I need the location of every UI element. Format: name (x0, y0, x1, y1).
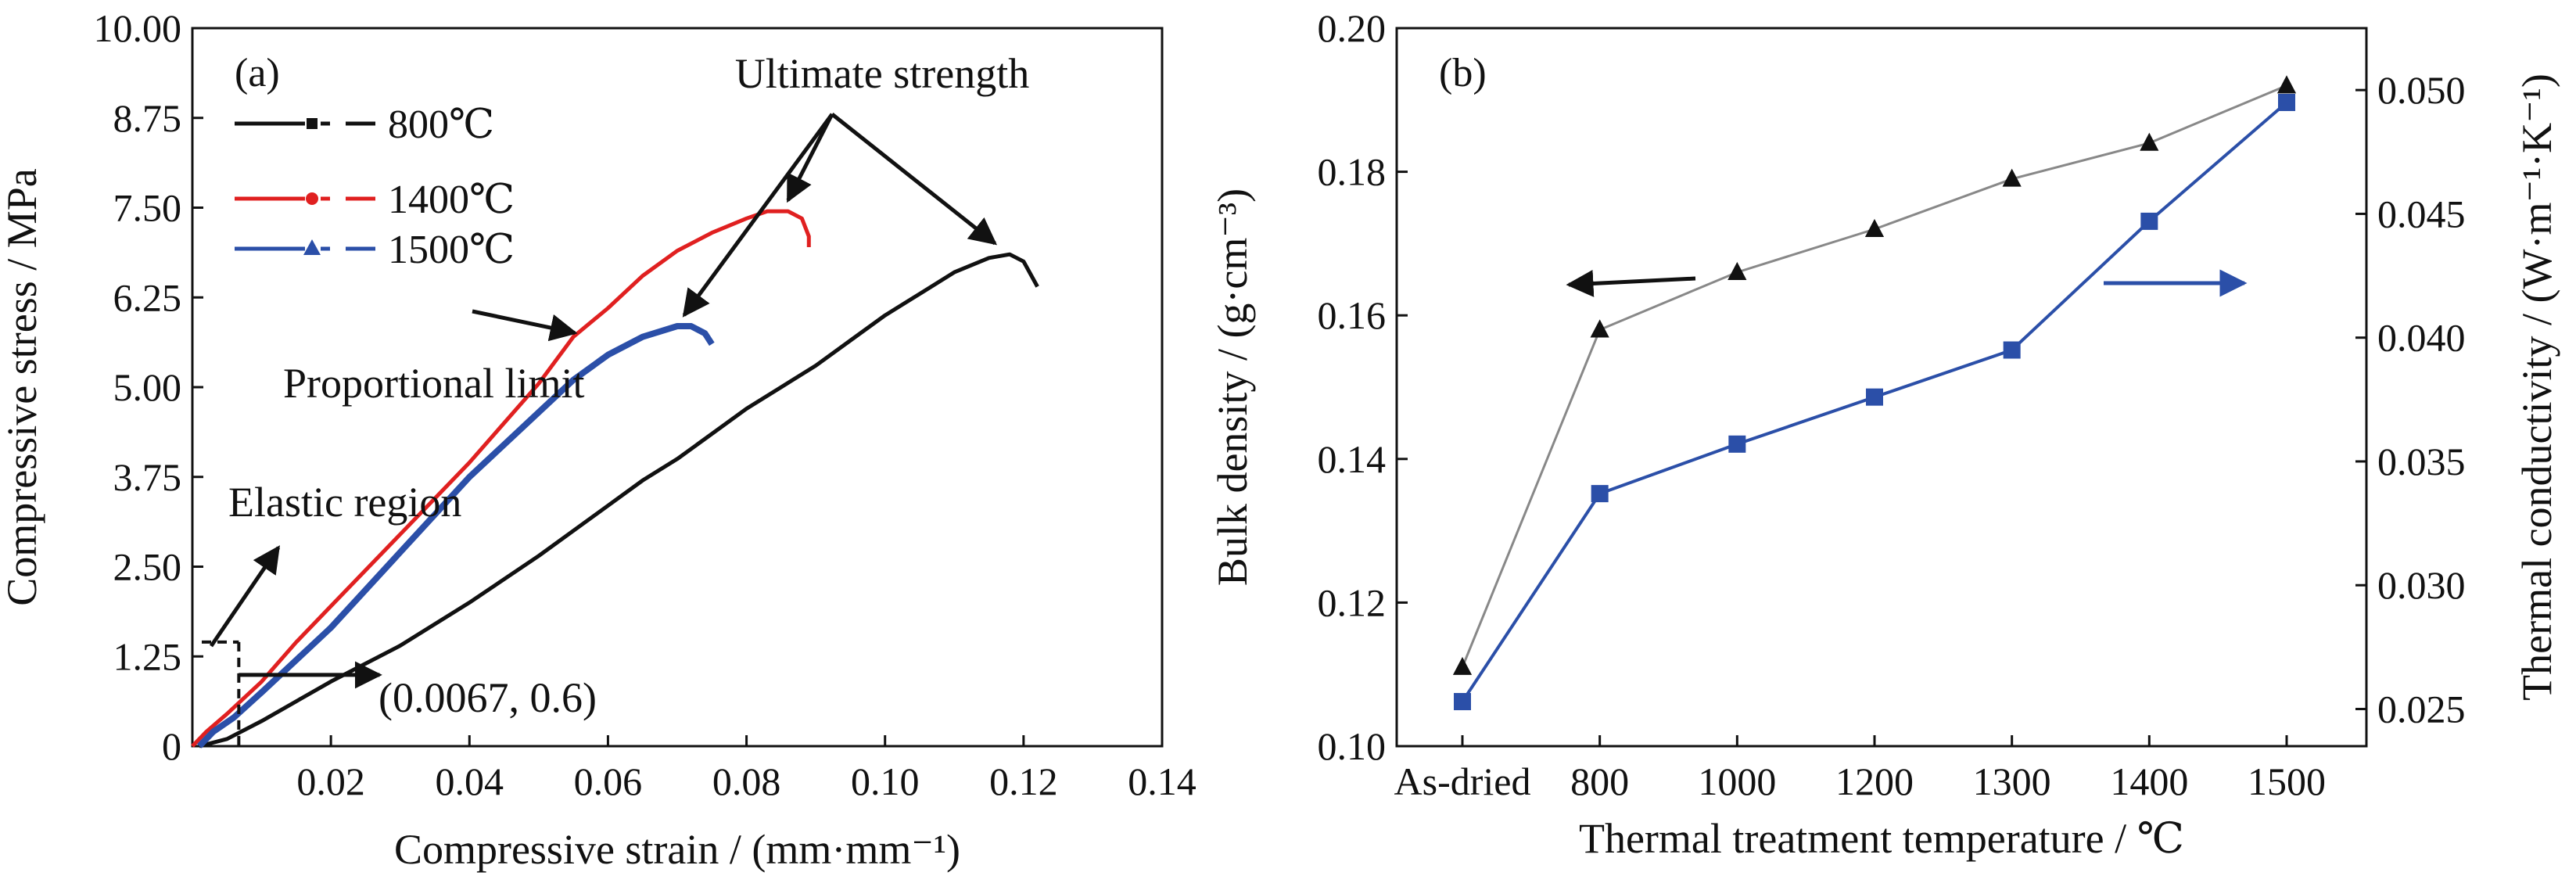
y-tick-label-b-left: 0.16 (1318, 293, 1387, 337)
ultimate-strength-arrow (831, 113, 998, 246)
annotation-ultimate-strength: Ultimate strength (735, 50, 1029, 97)
x-tick-label-b: 1400 (2110, 759, 2188, 803)
y-tick-label-b-left: 0.20 (1318, 6, 1387, 50)
annotation-proportional-limit: Proportional limit (283, 360, 585, 407)
data-point-b-1 (1728, 435, 1746, 453)
x-tick-label-b: 1300 (1973, 759, 2051, 803)
elastic-region-arrow (209, 545, 281, 648)
data-point-b-1 (1591, 485, 1609, 503)
y-tick-label-a: 5.00 (113, 365, 182, 409)
y-tick-label-a: 6.25 (113, 275, 182, 319)
y-tick-label-b-right: 0.040 (2377, 316, 2466, 360)
x-tick-label-a: 0.10 (851, 759, 920, 803)
y-tick-label-a: 10.00 (94, 6, 182, 50)
panel-a: 0.02 0.04 0.06 0.08 0.10 0.12 0.14 0 1.25 2.50 3.7… (0, 6, 1197, 873)
legend-a: 800℃ 1400℃ 1500℃ (235, 102, 515, 272)
x-tick-label-a: 0.04 (436, 759, 504, 803)
x-tick-label-a: 0.06 (574, 759, 643, 803)
data-point-b-0 (1590, 319, 1609, 338)
data-point-b-1 (1454, 693, 1471, 711)
y-tick-label-a: 7.50 (113, 186, 182, 230)
x-tick-label-a: 0.14 (1128, 759, 1197, 803)
plot-b-frame (1395, 27, 2368, 748)
y-tick-label-b-left: 0.18 (1318, 150, 1387, 194)
proportional-limit-arrow (472, 309, 578, 342)
panel-label-b: (b) (1439, 51, 1487, 95)
panel-label-a: (a) (235, 51, 280, 95)
x-tick-label-b: 1200 (1835, 759, 1914, 803)
series-indicator-arrows (1566, 269, 2248, 297)
annotation-elastic-region: Elastic region (228, 479, 461, 526)
ultimate-strength-arrow (682, 113, 834, 318)
y-tick-label-a: 8.75 (113, 96, 182, 140)
legend-label-1400: 1400℃ (388, 178, 515, 222)
y-tick-label-a: 1.25 (113, 634, 182, 678)
series-line-a-0 (199, 252, 1039, 749)
data-point-b-1 (2278, 93, 2295, 111)
panel-b: As-dried 800 1000 1200 1300 1400 1500 0.10 0.12 0… (1209, 6, 2560, 862)
data-point-b-1 (2140, 212, 2158, 230)
legend-label-1500: 1500℃ (388, 228, 515, 272)
data-point-b-0 (2140, 132, 2159, 151)
y-tick-label-a: 0 (162, 724, 181, 768)
data-point-b-0 (1864, 218, 1885, 237)
y-tick-label-b-right: 0.030 (2377, 563, 2466, 607)
legend-item-800: 800℃ (235, 102, 494, 147)
data-point-b-0 (1727, 261, 1747, 281)
y-tick-label-b-right: 0.025 (2377, 688, 2466, 731)
x-tick-label-b: 800 (1570, 759, 1629, 803)
data-point-b-1 (1866, 388, 1883, 406)
x-axis-title-a: Compressive strain / (mm·mm⁻¹) (394, 826, 960, 873)
series-line-a-2 (197, 323, 715, 749)
x-tick-label-b: 1000 (1698, 759, 1776, 803)
y-axis-title-b-left: Bulk density / (g·cm⁻³) (1209, 188, 1256, 586)
x-tick-label-b: As-dried (1394, 759, 1531, 803)
legend-item-1500: 1500℃ (235, 228, 515, 272)
y-axis-title-b-right: Thermal conductivity / (W·m⁻¹·K⁻¹) (2513, 74, 2560, 701)
ultimate-strength-arrow (786, 113, 834, 203)
x-tick-label-b: 1500 (2248, 759, 2326, 803)
y-tick-label-b-left: 0.10 (1318, 724, 1387, 768)
data-point-b-0 (1452, 656, 1473, 675)
data-point-b-0 (2002, 168, 2022, 187)
x-tick-label-a: 0.12 (989, 759, 1058, 803)
x-tick-label-a: 0.02 (296, 759, 365, 803)
x-axis-title-b: Thermal treatment temperature / ℃ (1579, 815, 2184, 862)
y-tick-label-a: 2.50 (113, 545, 182, 589)
series-line-b-0 (1461, 84, 2287, 668)
legend-label-800: 800℃ (388, 102, 494, 147)
y-tick-label-b-left: 0.12 (1318, 580, 1387, 624)
data-point-b-0 (2276, 75, 2297, 94)
annotation-point-label: (0.0067, 0.6) (379, 674, 597, 721)
x-tick-label-a: 0.08 (712, 759, 781, 803)
y-tick-label-a: 3.75 (113, 455, 182, 499)
legend-item-1400: 1400℃ (235, 178, 515, 222)
y-axis-title-a: Compressive stress / MPa (0, 168, 45, 606)
y-tick-label-b-right: 0.045 (2377, 192, 2466, 235)
left-axis-indicator-arrow (1566, 269, 1696, 297)
y-tick-label-b-left: 0.14 (1318, 437, 1387, 481)
y-tick-label-b-right: 0.035 (2377, 440, 2466, 483)
data-point-b-1 (2003, 341, 2021, 359)
y-tick-label-b-right: 0.050 (2377, 68, 2466, 112)
